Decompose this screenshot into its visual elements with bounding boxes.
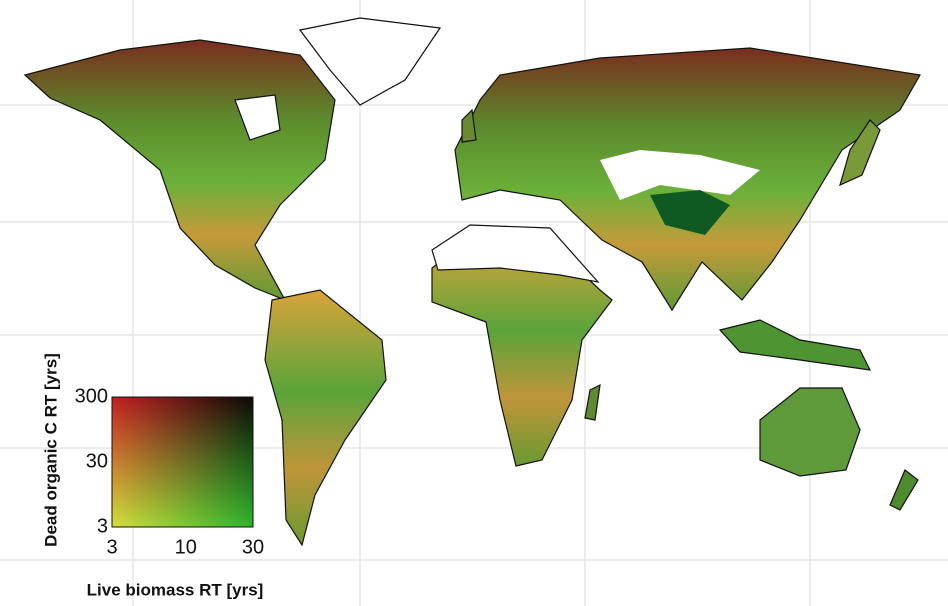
legend-y-tick: 3 bbox=[97, 515, 108, 537]
legend-x-label: Live biomass RT [yrs] bbox=[87, 580, 264, 599]
australia bbox=[759, 387, 861, 477]
madagascar bbox=[584, 383, 601, 421]
legend: Dead organic C RT [yrs] Live biomass RT … bbox=[41, 353, 263, 599]
tibet-dark bbox=[650, 190, 730, 235]
japan bbox=[839, 119, 881, 187]
greenland bbox=[298, 17, 442, 106]
sahara bbox=[431, 224, 600, 283]
continents bbox=[23, 17, 921, 547]
britain bbox=[461, 108, 477, 143]
legend-x-tick: 3 bbox=[106, 536, 117, 558]
indonesia bbox=[718, 319, 872, 371]
north-america bbox=[23, 39, 336, 302]
south-america bbox=[264, 289, 387, 547]
tibet-gap bbox=[600, 150, 760, 200]
legend-y-tick: 300 bbox=[75, 385, 108, 407]
hudson-bay bbox=[234, 94, 281, 141]
legend-y-label: Dead organic C RT [yrs] bbox=[41, 353, 60, 547]
new-zealand bbox=[889, 469, 919, 511]
legend-x-tick: 10 bbox=[175, 536, 197, 558]
legend-frame bbox=[111, 396, 254, 528]
legend-y-tick: 30 bbox=[86, 450, 108, 472]
legend-x-tick: 30 bbox=[242, 536, 264, 558]
legend-swatch-overlay bbox=[112, 397, 253, 527]
